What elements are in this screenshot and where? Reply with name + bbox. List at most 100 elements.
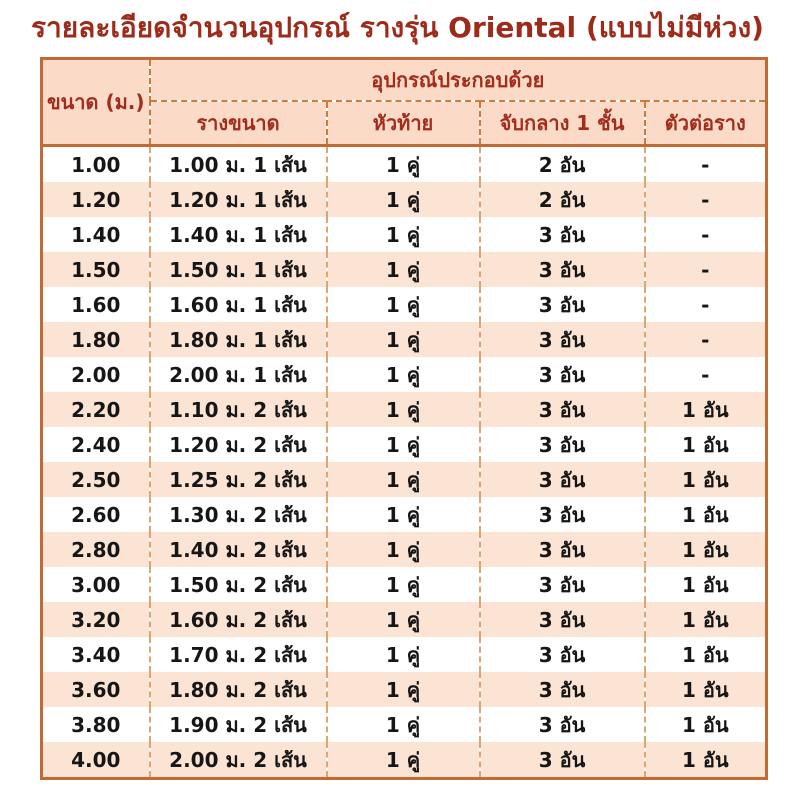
table-cell: 3 อัน bbox=[478, 392, 645, 427]
table-cell: - bbox=[643, 145, 767, 182]
table-cell: 2.50 bbox=[71, 467, 121, 492]
table-row: 2.80 1.40 ม. 2 เส้น 1 คู่ 3 อัน 1 อัน bbox=[41, 532, 767, 567]
table-cell: - bbox=[643, 322, 767, 357]
table-cell: 2.60 bbox=[71, 502, 121, 527]
table-cell: 1 คู่ bbox=[325, 672, 480, 707]
table-cell: 1 คู่ bbox=[325, 742, 480, 779]
table-row: 3.00 1.50 ม. 2 เส้น 1 คู่ 3 อัน 1 อัน bbox=[41, 567, 767, 602]
table-cell: 1 คู่ bbox=[325, 217, 480, 252]
table-cell: 1.50 ม. 1 เส้น bbox=[148, 252, 327, 287]
table-cell: 4.00 bbox=[71, 747, 121, 772]
table-cell: 1.00 bbox=[71, 152, 121, 177]
table-cell: 1 คู่ bbox=[325, 602, 480, 637]
table-row: 3.40 1.70 ม. 2 เส้น 1 คู่ 3 อัน 1 อัน bbox=[41, 637, 767, 672]
table-cell: 1 อัน bbox=[643, 602, 767, 637]
table-cell: 1 อัน bbox=[643, 637, 767, 672]
table-row: 1.40 1.40 ม. 1 เส้น 1 คู่ 3 อัน - bbox=[41, 217, 767, 252]
table-cell: 1 คู่ bbox=[325, 637, 480, 672]
table-row: 2.40 1.20 ม. 2 เส้น 1 คู่ 3 อัน 1 อัน bbox=[41, 427, 767, 462]
column-header-rail-connector: ตัวต่อราง bbox=[643, 101, 767, 147]
table-cell: 1 คู่ bbox=[325, 462, 480, 497]
table-cell: 1 อัน bbox=[643, 532, 767, 567]
table-cell: 1 คู่ bbox=[325, 287, 480, 322]
table-cell: 1 อัน bbox=[643, 427, 767, 462]
table-cell: 1.80 ม. 2 เส้น bbox=[148, 672, 327, 707]
table-row: 2.00 2.00 ม. 1 เส้น 1 คู่ 3 อัน - bbox=[41, 357, 767, 392]
table-cell: - bbox=[643, 182, 767, 217]
table-cell: 3 อัน bbox=[478, 532, 645, 567]
table-cell: 1 อัน bbox=[643, 742, 767, 779]
table-cell: 1.80 bbox=[71, 327, 121, 352]
table-cell: 3 อัน bbox=[478, 497, 645, 532]
table-cell: 1 คู่ bbox=[325, 182, 480, 217]
table-cell: 1 อัน bbox=[643, 392, 767, 427]
table-cell: 1 อัน bbox=[643, 462, 767, 497]
table-cell: - bbox=[643, 287, 767, 322]
table-cell: 1.40 bbox=[71, 222, 121, 247]
table-cell: 1 คู่ bbox=[325, 145, 480, 182]
table-cell: 1 คู่ bbox=[325, 532, 480, 567]
table-cell: 1.60 ม. 2 เส้น bbox=[148, 602, 327, 637]
group-header-equipment: อุปกรณ์ประกอบด้วย bbox=[149, 58, 767, 102]
table-cell: 3 อัน bbox=[478, 637, 645, 672]
table-cell: 1 อัน bbox=[643, 497, 767, 532]
table-cell: 2.20 bbox=[71, 397, 121, 422]
table-cell: 1.40 ม. 2 เส้น bbox=[148, 532, 327, 567]
table-cell: 2.00 ม. 2 เส้น bbox=[148, 742, 327, 779]
table-cell: 3 อัน bbox=[478, 567, 645, 602]
table-cell: 1 คู่ bbox=[325, 567, 480, 602]
table-cell: 3.20 bbox=[71, 607, 121, 632]
table-row: 1.00 1.00 ม. 1 เส้น 1 คู่ 2 อัน - bbox=[41, 145, 767, 182]
table-cell: 3 อัน bbox=[478, 217, 645, 252]
table-cell: 1.50 bbox=[71, 257, 121, 282]
table-cell: - bbox=[643, 217, 767, 252]
table-cell: 2 อัน bbox=[478, 182, 645, 217]
column-header-end-caps: หัวท้าย bbox=[325, 101, 480, 147]
table-cell: 1.20 ม. 1 เส้น bbox=[148, 182, 327, 217]
table-cell: 2.80 bbox=[71, 537, 121, 562]
table-row: 3.60 1.80 ม. 2 เส้น 1 คู่ 3 อัน 1 อัน bbox=[41, 672, 767, 707]
table-cell: 3 อัน bbox=[478, 742, 645, 779]
table-cell: 3 อัน bbox=[478, 252, 645, 287]
table-cell: 1.60 bbox=[71, 292, 121, 317]
table-cell: 1 คู่ bbox=[325, 707, 480, 742]
table-cell: 1 อัน bbox=[643, 567, 767, 602]
table-cell: 3.80 bbox=[71, 712, 121, 737]
table-cell: 2.00 ม. 1 เส้น bbox=[148, 357, 327, 392]
table-cell: 1 คู่ bbox=[325, 392, 480, 427]
table-cell: 3 อัน bbox=[478, 672, 645, 707]
column-header-rail-size: รางขนาด bbox=[149, 101, 327, 147]
table-row: 1.50 1.50 ม. 1 เส้น 1 คู่ 3 อัน - bbox=[41, 252, 767, 287]
table-cell: 3 อัน bbox=[478, 357, 645, 392]
table-cell: 1.80 ม. 1 เส้น bbox=[148, 322, 327, 357]
column-header-size: ขนาด (ม.) bbox=[41, 58, 151, 147]
table-cell: 3 อัน bbox=[478, 427, 645, 462]
column-header-center-bracket: จับกลาง 1 ชั้น bbox=[478, 101, 645, 147]
table-cell: 1.90 ม. 2 เส้น bbox=[148, 707, 327, 742]
table-cell: 3 อัน bbox=[478, 322, 645, 357]
table-cell: 3.00 bbox=[71, 572, 121, 597]
table-cell: 1.70 ม. 2 เส้น bbox=[148, 637, 327, 672]
table-cell: 1.10 ม. 2 เส้น bbox=[148, 392, 327, 427]
table-cell: 1 อัน bbox=[643, 672, 767, 707]
table-cell: 1.20 ม. 2 เส้น bbox=[148, 427, 327, 462]
table-header: ขนาด (ม.) อุปกรณ์ประกอบด้วย รางขนาด หัวท… bbox=[41, 58, 767, 147]
table-cell: 1 คู่ bbox=[325, 427, 480, 462]
table-cell: 3.40 bbox=[71, 642, 121, 667]
table-cell: 2.40 bbox=[71, 432, 121, 457]
table-row: 1.60 1.60 ม. 1 เส้น 1 คู่ 3 อัน - bbox=[41, 287, 767, 322]
table-cell: 1 อัน bbox=[643, 707, 767, 742]
table-cell: 3 อัน bbox=[478, 287, 645, 322]
table-cell: 1 คู่ bbox=[325, 252, 480, 287]
table-cell: 1.60 ม. 1 เส้น bbox=[148, 287, 327, 322]
table-row: 2.50 1.25 ม. 2 เส้น 1 คู่ 3 อัน 1 อัน bbox=[41, 462, 767, 497]
table-body: 1.00 1.00 ม. 1 เส้น 1 คู่ 2 อัน -1.20 1.20 ม.… bbox=[41, 145, 767, 779]
table-cell: 1 คู่ bbox=[325, 357, 480, 392]
table-row: 3.20 1.60 ม. 2 เส้น 1 คู่ 3 อัน 1 อัน bbox=[41, 602, 767, 637]
page-title: รายละเอียดจำนวนอุปกรณ์ รางรุ่น Oriental … bbox=[31, 11, 764, 44]
table-row: 2.60 1.30 ม. 2 เส้น 1 คู่ 3 อัน 1 อัน bbox=[41, 497, 767, 532]
table-cell: 2 อัน bbox=[478, 145, 645, 182]
table-cell: - bbox=[643, 252, 767, 287]
table-row: 4.00 2.00 ม. 2 เส้น 1 คู่ 3 อัน 1 อัน bbox=[41, 742, 767, 779]
